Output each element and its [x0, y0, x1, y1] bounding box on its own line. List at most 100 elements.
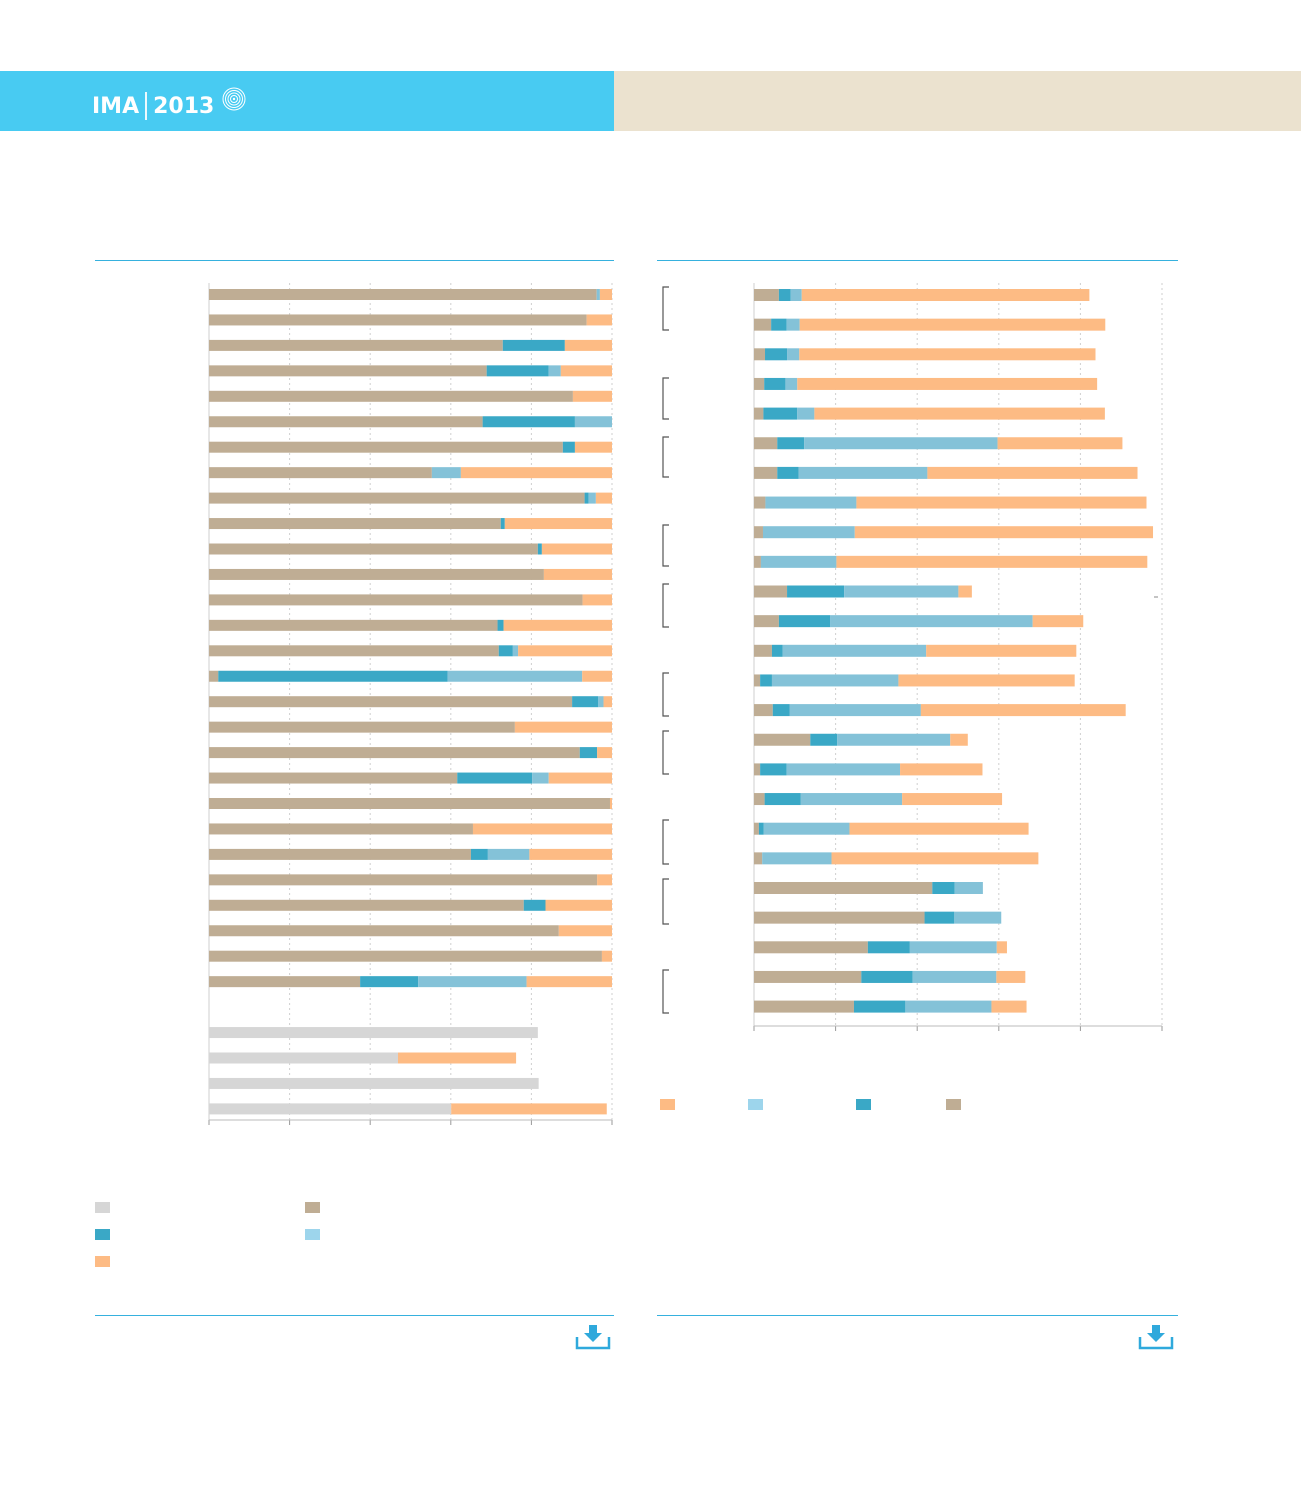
left-bar-lightblue [548, 365, 561, 377]
right-bar-orange [854, 526, 1154, 539]
right-bar-orange [991, 1000, 1027, 1013]
left-bar-teal [360, 976, 419, 988]
right-bar-tan [754, 852, 763, 865]
left-bar-lightblue [532, 772, 549, 784]
left-bar-teal [572, 696, 599, 708]
right-bar-lightblue [912, 970, 997, 983]
right-bar-teal [771, 318, 787, 331]
right-bar-tan [754, 970, 862, 983]
right-bar-orange [996, 970, 1026, 983]
left-bar-orange [599, 289, 612, 300]
right-bar-teal [763, 407, 798, 420]
right-bar-orange [926, 644, 1077, 657]
left-bar-teal [486, 365, 549, 377]
download-icon-right[interactable] [1138, 1324, 1174, 1350]
left-bar-lightblue [588, 492, 596, 504]
left-bar-orange [529, 848, 612, 860]
left-bar-orange [564, 339, 612, 351]
right-bar-tan [754, 526, 763, 539]
right-bar-teal [771, 644, 783, 657]
legend-swatch-grey [95, 1202, 110, 1213]
right-bar-lightblue [786, 763, 901, 776]
group-bracket [662, 377, 669, 420]
right-bar-teal [853, 1000, 906, 1013]
left-bar-orange [601, 950, 612, 962]
right-bar-orange [1032, 615, 1084, 628]
right-bar-lightblue [844, 585, 959, 598]
left-bar-orange [526, 976, 612, 988]
right-bar-teal [760, 763, 787, 776]
right-bar-lightblue [790, 289, 802, 301]
left-bar-orange [398, 1052, 517, 1064]
left-bar-orange [460, 467, 612, 479]
left-bar-tan [209, 365, 487, 377]
legend-swatch-lightblue-right [748, 1099, 763, 1110]
right-bar-teal [787, 585, 845, 598]
right-bar-lightblue [905, 1000, 992, 1013]
left-bar-teal [584, 492, 589, 504]
left-bar-tan [209, 950, 602, 962]
left-bar-grey [209, 1103, 452, 1115]
right-bar-teal [861, 970, 913, 983]
right-bar-tan [754, 318, 772, 331]
group-bracket [662, 672, 669, 717]
right-bar-tan [754, 822, 759, 835]
right-bar-lightblue [800, 793, 903, 806]
left-bar-tan [209, 696, 573, 708]
left-bar-teal [537, 543, 542, 555]
legend-swatch-orange [95, 1256, 110, 1267]
right-bar-orange [997, 437, 1123, 450]
left-bar-teal [470, 848, 488, 860]
right-bar-tan [754, 763, 761, 776]
left-bar-orange [597, 747, 612, 759]
left-bar-tan [209, 925, 559, 937]
left-bar-lightblue [487, 848, 530, 860]
left-stacked-bar-chart [208, 283, 613, 1125]
left-bar-orange [582, 594, 612, 606]
right-bar-teal [777, 437, 805, 450]
right-bar-orange [856, 496, 1147, 509]
left-bar-tan [209, 976, 361, 988]
right-bar-teal [778, 615, 831, 628]
right-bar-orange [958, 585, 972, 598]
right-bar-teal [932, 882, 955, 894]
left-bar-tan [209, 848, 471, 860]
right-bar-teal [764, 377, 786, 390]
left-bar-tan [209, 543, 538, 555]
right-bar-tan [754, 437, 778, 450]
logo-separator [145, 92, 148, 120]
left-bar-teal [502, 339, 565, 351]
left-bar-tan [209, 492, 585, 504]
left-bar-tan [209, 670, 219, 682]
left-bar-teal [562, 441, 575, 453]
legend-swatch-tan-right [946, 1099, 961, 1110]
download-icon[interactable] [575, 1324, 611, 1350]
left-bar-orange [560, 365, 612, 377]
left-bar-orange [586, 314, 612, 326]
right-bar-lightblue [782, 644, 927, 657]
right-bar-lightblue [765, 496, 857, 509]
left-bar-lightblue [596, 289, 600, 300]
right-panel-top-rule [657, 260, 1178, 261]
right-bar-teal [765, 348, 788, 361]
left-bar-teal [579, 747, 598, 759]
right-bar-lightblue [787, 348, 800, 361]
left-bar-tan [209, 721, 515, 733]
left-bar-tan [209, 314, 587, 326]
right-bar-lightblue [771, 674, 899, 687]
group-bracket [662, 286, 669, 331]
right-bar-tan [754, 377, 765, 390]
left-bar-tan [209, 568, 544, 580]
left-bar-teal [498, 645, 513, 657]
left-bar-orange [503, 619, 612, 631]
right-bar-lightblue [804, 437, 998, 450]
left-bar-orange [518, 645, 612, 657]
right-bar-orange [950, 733, 968, 746]
left-bar-tan [209, 798, 610, 809]
left-bar-orange [541, 543, 612, 555]
right-bar-lightblue [762, 852, 832, 865]
left-bar-tan [209, 823, 473, 835]
right-bar-orange [801, 289, 1090, 301]
group-bracket [662, 969, 669, 1014]
right-bar-tan [754, 496, 766, 509]
